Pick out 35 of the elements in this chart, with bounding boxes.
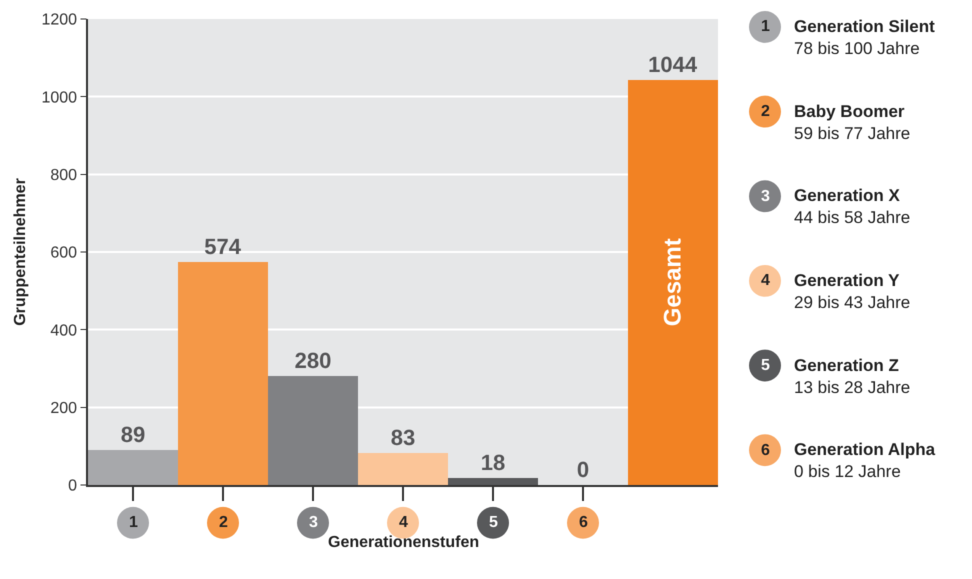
category-label: 2 bbox=[761, 103, 770, 120]
x-tick-label: 1 bbox=[129, 514, 138, 531]
category-label: 4 bbox=[761, 272, 770, 289]
x-tick-label: 4 bbox=[399, 514, 408, 531]
x-tick-label: 6 bbox=[579, 514, 588, 531]
x-tick-label: 5 bbox=[489, 514, 498, 531]
category-label: 6 bbox=[761, 442, 770, 459]
x-axis-title: Generationenstufen bbox=[328, 534, 480, 551]
text: Generation X 44 bis 58 Jahre bbox=[794, 186, 910, 228]
category-label: 5 bbox=[761, 357, 770, 374]
y-tick-label: 0 bbox=[68, 478, 78, 495]
data-label: 89 bbox=[120, 422, 146, 447]
x-tick-label: 2 bbox=[219, 514, 228, 531]
y-tick-label: 1200 bbox=[41, 12, 78, 29]
x-tick-label: Gesamt bbox=[660, 238, 687, 326]
y-tick-label: 1000 bbox=[41, 89, 78, 106]
y-tick-label: 200 bbox=[50, 400, 78, 417]
data-label: 0 bbox=[576, 457, 590, 482]
text: Baby Boomer 59 bis 77 Jahre bbox=[794, 102, 910, 144]
text: Generation Z 13 bis 28 Jahre bbox=[794, 356, 910, 398]
category-label: 1 bbox=[761, 18, 770, 35]
data-label: 83 bbox=[390, 425, 416, 450]
text: Generation Y 29 bis 43 Jahre bbox=[794, 271, 910, 312]
y-tick-label: 800 bbox=[50, 166, 78, 184]
data-label: 280 bbox=[294, 348, 332, 373]
text: Generation Silent 78 bis 100 Jahre bbox=[794, 17, 936, 58]
y-tick-label: 600 bbox=[50, 244, 78, 262]
category-label: 3 bbox=[761, 188, 770, 205]
y-tick-label: 400 bbox=[50, 322, 78, 340]
data-label: 574 bbox=[204, 234, 242, 259]
y-axis-title: Gruppenteilnehmer bbox=[12, 178, 29, 326]
data-label: 1044 bbox=[648, 52, 698, 77]
x-tick-label: 3 bbox=[309, 514, 318, 531]
data-label: 18 bbox=[480, 450, 506, 475]
text: Generation Alpha 0 bis 12 Jahre bbox=[794, 440, 936, 482]
